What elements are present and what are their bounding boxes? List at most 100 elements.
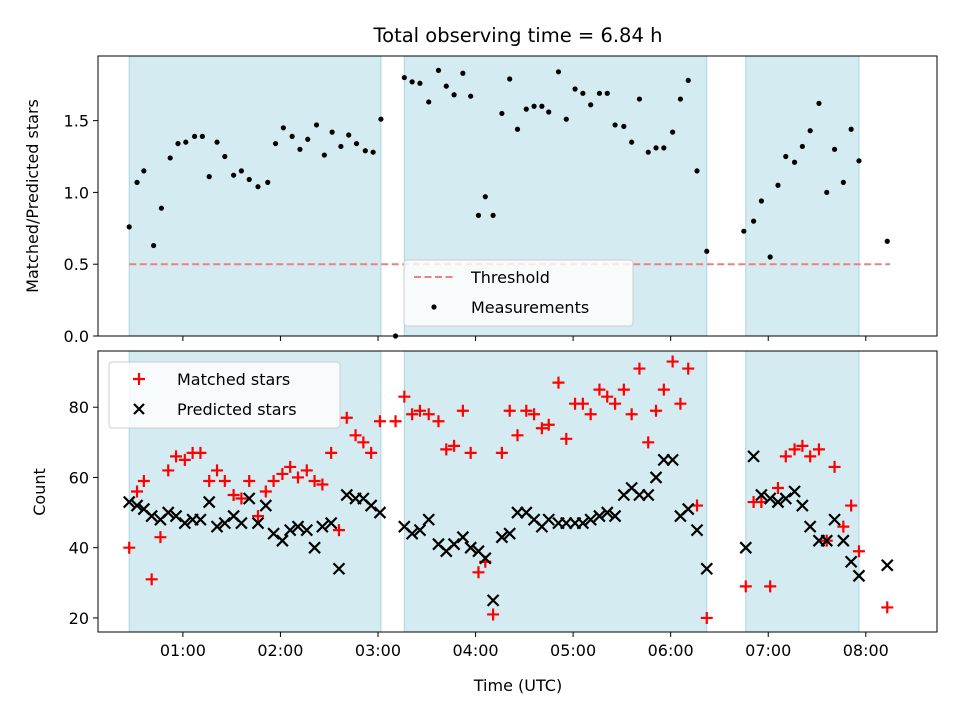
measurement-point: [238, 168, 245, 174]
predicted-star-point: [479, 551, 492, 565]
measurement-point: [305, 136, 311, 142]
measurement-point: [460, 70, 466, 76]
matched-star-point: [464, 446, 477, 459]
predicted-star-point: [251, 516, 265, 530]
matched-star-point: [625, 408, 638, 421]
predicted-star-point: [844, 555, 858, 569]
matched-star-point: [137, 474, 150, 487]
predicted-star-point: [340, 488, 354, 502]
matched-star-point: [456, 404, 469, 417]
predicted-star-point: [681, 502, 695, 516]
matched-star-point: [218, 474, 231, 487]
matched-star-point: [584, 408, 597, 421]
matched-star-point: [291, 471, 304, 484]
measurement-point: [775, 182, 781, 188]
predicted-star-point: [169, 509, 183, 523]
measurement-point: [289, 133, 295, 140]
matched-star-point: [349, 429, 362, 442]
matched-star-point: [422, 408, 435, 421]
matched-star-point: [472, 566, 485, 579]
measurement-point: [353, 140, 360, 147]
observing-window-3: [745, 55, 860, 337]
measurement-point: [840, 179, 846, 185]
measurement-point: [451, 92, 457, 98]
measurement-point: [523, 106, 529, 112]
measurement-point: [629, 139, 635, 145]
matched-star-point: [779, 450, 792, 463]
predicted-star-point: [130, 499, 144, 512]
predicted-star-point: [503, 527, 516, 540]
predicted-star-point: [880, 558, 894, 572]
x-tick-label: 01:00: [160, 641, 206, 660]
y-tick-label: 0.0: [64, 327, 89, 346]
predicted-star-point: [332, 562, 346, 576]
matched-star-point: [657, 383, 670, 396]
measurement-point: [670, 129, 676, 135]
x-tick-label: 07:00: [745, 641, 791, 660]
matched-star-point: [520, 404, 533, 417]
matched-star-point: [487, 608, 500, 621]
predicted-star-point: [747, 450, 760, 463]
measurement-point: [126, 224, 132, 230]
measurement-point: [272, 140, 279, 147]
matched-star-point: [259, 485, 272, 498]
matched-star-point: [300, 464, 313, 477]
count-panel-legend: Matched stars Predicted stars: [108, 361, 341, 429]
measurement-point: [435, 67, 442, 73]
measurement-point: [580, 90, 586, 96]
measurement-point: [206, 174, 212, 180]
matched-star-point: [535, 422, 548, 435]
observing-window-2: [403, 350, 708, 633]
matched-star-point: [609, 397, 622, 410]
matched-star-point: [788, 443, 801, 456]
ratio-panel-x-ticks: [182, 336, 867, 341]
count-panel-frame: [97, 350, 938, 633]
matched-star-point: [251, 510, 264, 523]
measurement-point: [468, 93, 474, 99]
matched-star-point: [601, 390, 614, 403]
predicted-star-point: [837, 534, 850, 547]
matched-star-point: [325, 446, 338, 459]
measurement-point: [572, 86, 578, 92]
matched-star-point: [365, 446, 378, 459]
predicted-star-point: [576, 516, 590, 530]
x-tick-label: 08:00: [843, 641, 889, 660]
predicted-star-point: [763, 492, 777, 505]
predicted-star-point: [771, 495, 785, 509]
predicted-star-point: [267, 527, 280, 540]
matched-star-point: [308, 474, 321, 487]
predicted-stars-points: [122, 450, 894, 607]
matched-star-point: [227, 489, 240, 502]
predicted-star-point: [852, 569, 866, 583]
measurement-point: [175, 140, 181, 147]
measurement-point: [329, 129, 335, 135]
x-tick-label: 05:00: [550, 641, 596, 660]
predicted-star-point: [194, 513, 207, 526]
predicted-star-point: [464, 541, 477, 554]
predicted-star-point: [456, 530, 470, 544]
predicted-star-point: [218, 516, 232, 530]
matched-star-point: [448, 439, 461, 452]
measurement-point: [604, 90, 610, 96]
measurement-point: [409, 79, 415, 85]
predicted-star-point: [308, 541, 321, 554]
matched-star-point: [203, 474, 216, 487]
ratio-panel-frame: [97, 55, 938, 337]
predicted-star-point: [755, 488, 768, 502]
matched-star-point: [235, 492, 248, 505]
predicted-star-point: [161, 506, 175, 519]
y-tick-label: 0.5: [64, 255, 89, 274]
matched-star-point: [162, 464, 175, 477]
matched-star-point: [131, 485, 144, 498]
measurement-point: [346, 132, 352, 138]
measurement-point: [531, 103, 537, 109]
count-panel-y-ticks: 20 40 60 80: [69, 398, 98, 628]
ratio-panel-legend-frame: [403, 259, 634, 327]
predicted-star-point: [649, 471, 663, 484]
measurement-point: [653, 145, 659, 151]
measurement-point: [741, 228, 747, 234]
measurement-point: [612, 122, 618, 128]
measurement-point: [783, 153, 789, 160]
measurement-point: [767, 254, 773, 260]
